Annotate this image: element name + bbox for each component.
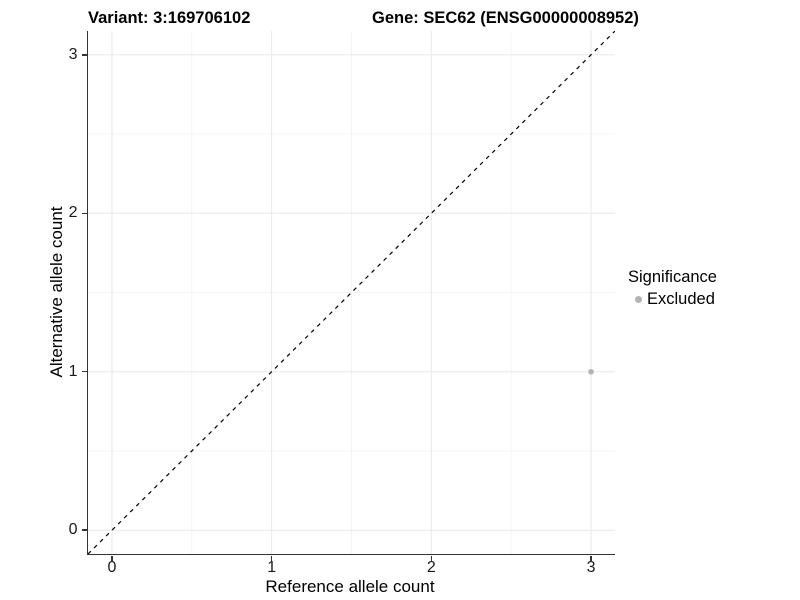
plot-title-gene: Gene: SEC62 (ENSG00000008952) (372, 9, 639, 27)
x-axis-title: Reference allele count (265, 577, 435, 596)
x-tick-label: 3 (586, 559, 596, 576)
x-tick-mark (270, 555, 273, 561)
x-tick-label: 0 (107, 559, 117, 576)
legend-item-excluded: Excluded (628, 290, 717, 309)
x-tick-mark (111, 555, 113, 561)
x-tick-mark (430, 555, 433, 561)
y-tick-mark (81, 529, 87, 531)
legend-key-dot-icon (635, 296, 642, 303)
x-tick-label: 1 (267, 559, 277, 576)
x-tick-label: 2 (426, 559, 436, 576)
y-tick-label: 2 (68, 204, 78, 222)
y-tick-mark (81, 212, 87, 214)
y-tick-mark (81, 54, 87, 56)
x-tick-mark (590, 555, 592, 561)
y-tick-label: 3 (68, 45, 78, 63)
legend: Significance Excluded (628, 268, 717, 309)
legend-title: Significance (628, 268, 717, 286)
plot-panel-canvas (87, 31, 615, 554)
y-tick-mark (81, 370, 87, 373)
y-tick-label: 0 (68, 521, 78, 539)
plot-panel (86, 31, 615, 555)
y-tick-label: 1 (68, 362, 78, 380)
data-point (587, 368, 594, 375)
legend-item-label: Excluded (647, 290, 715, 308)
y-axis-title-text: Alternative allele count (47, 206, 66, 378)
plot-title-variant: Variant: 3:169706102 (88, 9, 251, 27)
